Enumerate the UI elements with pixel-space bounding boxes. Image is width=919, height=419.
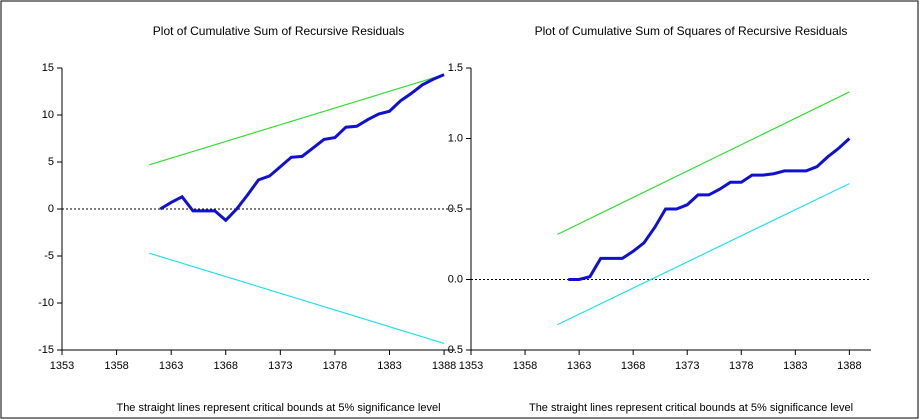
x-tick-label: 1353 — [50, 360, 74, 372]
series-line — [568, 137, 851, 281]
x-tick-label: 1378 — [323, 360, 347, 372]
x-tick-label: 1358 — [513, 360, 537, 372]
y-tick-label: 10 — [42, 109, 54, 121]
x-tick-label: 1383 — [783, 360, 807, 372]
y-tick-label: -15 — [38, 344, 54, 356]
series-line — [557, 183, 850, 326]
x-tick-label: 1373 — [675, 360, 699, 372]
y-tick-label: 5 — [48, 156, 54, 168]
series-line — [557, 91, 850, 235]
x-tick-label: 1383 — [377, 360, 401, 372]
chart-title: Plot of Cumulative Sum of Squares of Rec… — [535, 24, 848, 38]
x-tick-label: 1358 — [104, 360, 128, 372]
x-tick-label: 1388 — [837, 360, 861, 372]
y-tick-label: 0.0 — [448, 273, 463, 285]
y-tick-label: -10 — [38, 297, 54, 309]
x-tick-label: 1388 — [432, 360, 456, 372]
x-tick-label: 1368 — [621, 360, 645, 372]
caption: The straight lines represent critical bo… — [116, 402, 440, 414]
x-tick-label: 1363 — [159, 360, 183, 372]
series-line — [149, 74, 445, 166]
x-tick-label: 1378 — [729, 360, 753, 372]
x-tick-label: 1353 — [459, 360, 483, 372]
y-tick-label: 0 — [48, 203, 54, 215]
x-tick-label: 1368 — [214, 360, 238, 372]
y-tick-label: -5 — [44, 250, 54, 262]
x-tick-label: 1363 — [567, 360, 591, 372]
series-line — [159, 73, 445, 223]
chart-title: Plot of Cumulative Sum of Recursive Resi… — [153, 24, 404, 38]
caption: The straight lines represent critical bo… — [529, 402, 853, 414]
y-tick-label: 0.5 — [448, 203, 463, 215]
x-tick-label: 1373 — [268, 360, 292, 372]
series-line — [149, 252, 445, 344]
y-tick-label: -0.5 — [444, 344, 463, 356]
y-tick-label: 1.0 — [448, 132, 463, 144]
y-tick-label: 1.5 — [448, 62, 463, 74]
y-tick-label: 15 — [42, 62, 54, 74]
